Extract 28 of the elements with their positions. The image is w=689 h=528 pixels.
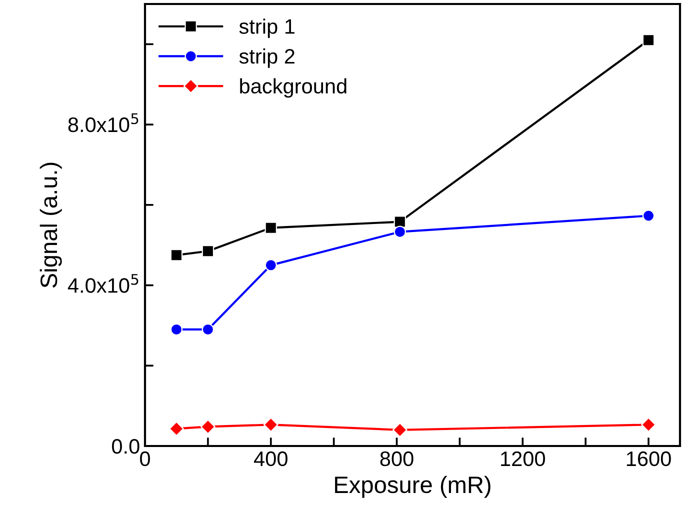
x-tick-label: 800 [380,451,414,466]
point [170,323,183,336]
x-axis-title: Exposure (mR) [335,476,490,498]
x-tick-label: 0 [140,451,150,466]
y-tick-label: 0.0 [112,439,140,454]
point [641,417,656,432]
x-tick-label: 1200 [501,451,546,466]
y-axis-title: Signal (a.u.) [40,162,62,288]
y-tick-label: 8.0x10$^{5}$ [68,113,138,132]
point [202,245,214,258]
point [170,249,183,262]
point [264,222,277,234]
x-tick-label: 1600 [626,451,671,466]
y-tick-label: 4.0x10$^{5}$ [68,274,138,293]
point [264,259,277,272]
point [394,216,406,228]
legend-label: strip 2 [239,48,294,68]
legend-label: background [240,78,346,98]
point [394,226,406,238]
point [263,417,278,432]
x-tick-label: 400 [254,451,288,466]
point [642,34,655,46]
point [200,419,216,434]
point [642,210,655,222]
legend-label: strip 1 [239,18,294,38]
point [202,323,214,336]
point [392,422,408,438]
point [169,421,184,436]
